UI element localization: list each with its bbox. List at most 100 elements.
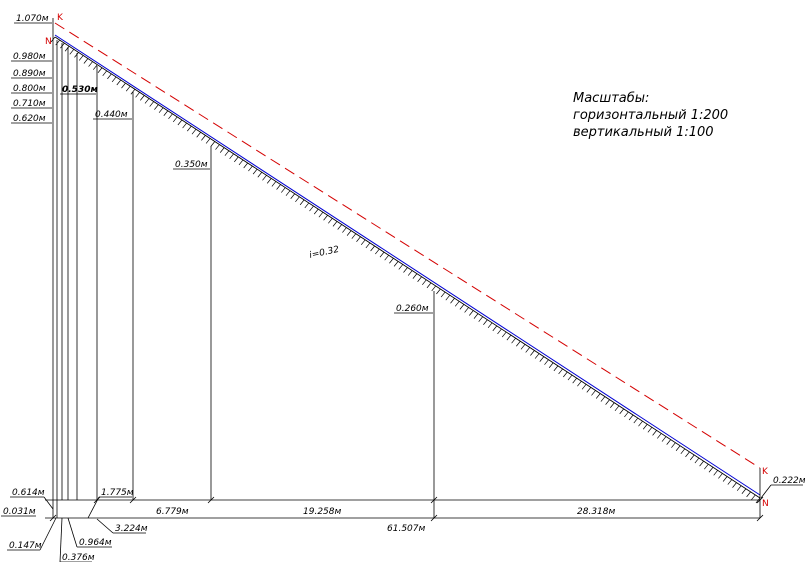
depth-label: 0.260м	[396, 304, 429, 314]
hatch-stroke	[713, 470, 718, 476]
hatch-stroke	[295, 196, 300, 203]
hatch-stroke	[69, 49, 75, 55]
hatch-stroke	[591, 390, 596, 396]
depth-leaders	[11, 22, 803, 499]
depth-label: 0.890м	[13, 69, 46, 79]
hatch-stroke	[516, 341, 521, 347]
point-k-start: K	[57, 13, 64, 23]
hatch-stroke	[107, 73, 112, 80]
hatch-stroke	[97, 67, 103, 73]
hatch-stroke	[600, 396, 606, 402]
hatch-stroke	[379, 251, 385, 258]
hatch-stroke	[511, 337, 516, 344]
scale-title: Масштабы:	[573, 91, 649, 106]
hatch-stroke	[473, 313, 479, 319]
hatch-stroke	[666, 439, 671, 445]
hatch-stroke	[210, 141, 216, 147]
hatch-stroke	[478, 316, 483, 322]
hatch-stroke	[628, 414, 634, 421]
depth-label: 0.530м	[62, 85, 98, 95]
depth-label: 0.800м	[13, 84, 46, 94]
hatch-stroke	[751, 494, 756, 501]
hatch-stroke	[64, 46, 70, 52]
hatch-stroke	[736, 485, 742, 491]
hatch-stroke	[694, 457, 700, 464]
hatch-stroke	[55, 39, 60, 46]
hatch-stroke	[266, 178, 272, 184]
hatch-stroke	[149, 101, 154, 107]
hatch-stroke	[78, 55, 84, 61]
hatch-stroke	[125, 85, 131, 92]
hatch-stroke	[313, 208, 319, 215]
ground-line	[54, 34, 761, 496]
hatch-stroke	[732, 482, 737, 488]
hatch-stroke	[393, 261, 399, 267]
hatch-stroke	[661, 436, 667, 442]
hatch-stroke	[60, 42, 65, 49]
hatch-stroke	[685, 451, 690, 458]
hatch-stroke	[262, 175, 267, 181]
hatch-stroke	[487, 322, 493, 329]
hatch-stroke	[520, 344, 526, 350]
hatch-stroke	[595, 393, 601, 399]
hatch-stroke	[727, 479, 733, 485]
hatch-stroke	[553, 365, 559, 372]
hatch-stroke	[548, 362, 554, 368]
hatch-stroke	[708, 467, 714, 473]
hatch-stroke	[83, 58, 89, 64]
hatch-stroke	[172, 116, 178, 123]
point-n-start: N	[45, 37, 52, 47]
hatch-stroke	[464, 307, 469, 313]
hatch-stroke	[276, 184, 281, 190]
hatch-stroke	[652, 430, 657, 436]
hatch-stroke	[187, 125, 192, 132]
hatch-stroke	[680, 448, 686, 455]
hatch-stroke	[704, 463, 709, 470]
depth-label: 0.222м	[773, 476, 805, 486]
hatch-stroke	[370, 245, 375, 252]
depth-label: 0.710м	[13, 99, 46, 109]
hatch-stroke	[417, 276, 422, 282]
hatch-stroke	[224, 150, 230, 156]
hatch-stroke	[243, 162, 248, 169]
depth-label: 0.350м	[175, 160, 208, 170]
hatch-stroke	[581, 384, 587, 390]
hatch-stroke	[610, 402, 615, 408]
hatch-stroke	[675, 445, 681, 451]
hatch-stroke	[74, 52, 79, 58]
hatch-stroke	[525, 347, 530, 353]
hatch-stroke	[534, 353, 540, 359]
hatch-stroke	[633, 417, 639, 424]
hatch-stroke	[205, 138, 211, 144]
hatch-stroke	[506, 334, 512, 341]
hatch-stroke	[351, 233, 357, 239]
hatch-stroke	[121, 82, 126, 89]
hatch-stroke	[342, 227, 347, 233]
dim-label: 61.507м	[387, 524, 425, 534]
hatch-stroke	[356, 236, 361, 242]
hatch-stroke	[111, 76, 117, 83]
dim-label: 28.318м	[577, 507, 615, 517]
hatch-stroke	[102, 70, 107, 77]
hatch-stroke	[318, 211, 324, 218]
scale-vertical: вертикальный 1:100	[573, 125, 714, 140]
depth-label: 1.070м	[16, 14, 49, 24]
scale-horizontal: горизонтальный 1:200	[573, 108, 728, 123]
hatch-stroke	[497, 328, 502, 335]
hatch-stroke	[586, 387, 592, 393]
hatch-stroke	[346, 230, 352, 236]
dim-label: 0.376м	[62, 553, 95, 562]
hatch-stroke	[215, 144, 220, 150]
depth-label: 0.620м	[13, 114, 46, 124]
hatch-stroke	[384, 254, 389, 261]
hatch-stroke	[426, 282, 432, 289]
hatch-stroke	[657, 433, 662, 439]
hatch-stroke	[492, 325, 498, 332]
hatch-stroke	[647, 427, 653, 433]
hatch-stroke	[271, 181, 277, 187]
bottom-leaders	[1, 496, 146, 562]
hatch-stroke	[454, 301, 460, 307]
hatch-stroke	[403, 267, 408, 273]
hatch-stroke	[638, 420, 643, 427]
